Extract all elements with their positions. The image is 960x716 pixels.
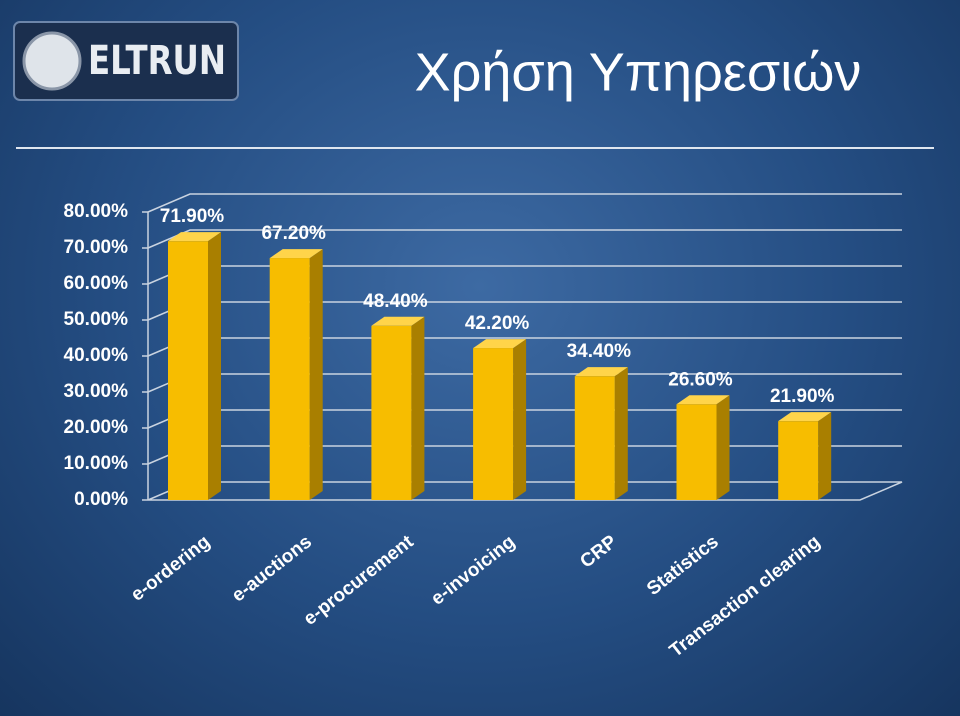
- bar: [574, 376, 615, 500]
- y-tick-label: 20.00%: [64, 417, 129, 438]
- y-tick-label: 50.00%: [64, 309, 129, 330]
- y-tick-label: 10.00%: [64, 453, 129, 474]
- bar: [269, 258, 310, 500]
- bar-side: [513, 339, 527, 500]
- bar: [676, 404, 717, 500]
- bar: [371, 325, 412, 500]
- y-tick-label: 60.00%: [64, 273, 129, 294]
- bar-side: [309, 249, 323, 500]
- grid-line: [147, 265, 902, 285]
- bar: [473, 348, 514, 500]
- bar-top: [168, 232, 221, 242]
- bar: [778, 421, 819, 500]
- y-tick-label: 80.00%: [64, 201, 129, 222]
- x-tick-label: e-invoicing: [427, 531, 519, 609]
- value-label: 67.20%: [261, 223, 326, 244]
- logo-emblem: [22, 31, 82, 91]
- bar-top: [269, 249, 323, 259]
- bar-top: [473, 339, 527, 349]
- x-tick-label: e-auctions: [228, 531, 316, 606]
- value-label: 26.60%: [668, 369, 733, 390]
- y-tick-label: 0.00%: [74, 489, 128, 510]
- y-tick-label: 40.00%: [64, 345, 129, 366]
- value-label: 34.40%: [567, 341, 632, 362]
- value-label: 48.40%: [363, 291, 428, 312]
- bar-top: [778, 412, 832, 422]
- grid-line: [147, 229, 902, 249]
- bar-side: [716, 395, 730, 500]
- bar-top: [574, 367, 628, 377]
- value-label: 21.90%: [770, 386, 835, 407]
- bar-side: [818, 412, 832, 500]
- bar-side: [208, 232, 221, 500]
- bar-side: [614, 367, 628, 500]
- chart-title: Χρήση Υπηρεσιών: [415, 42, 862, 102]
- bar-side: [411, 316, 425, 500]
- x-tick-label: Statistics: [643, 531, 723, 600]
- logo-text: ELTRUN: [88, 38, 226, 84]
- x-tick-label: e-ordering: [127, 531, 214, 605]
- bar: [168, 241, 208, 500]
- y-tick-label: 30.00%: [64, 381, 129, 402]
- x-tick-label: CRP: [576, 531, 621, 572]
- grid-line: [147, 193, 902, 213]
- x-tick-label: e-procurement: [300, 531, 418, 630]
- bar-top: [371, 316, 425, 326]
- value-label: 42.20%: [465, 313, 530, 334]
- bar-top: [676, 395, 730, 405]
- y-tick-label: 70.00%: [64, 237, 129, 258]
- value-label: 71.90%: [160, 206, 225, 227]
